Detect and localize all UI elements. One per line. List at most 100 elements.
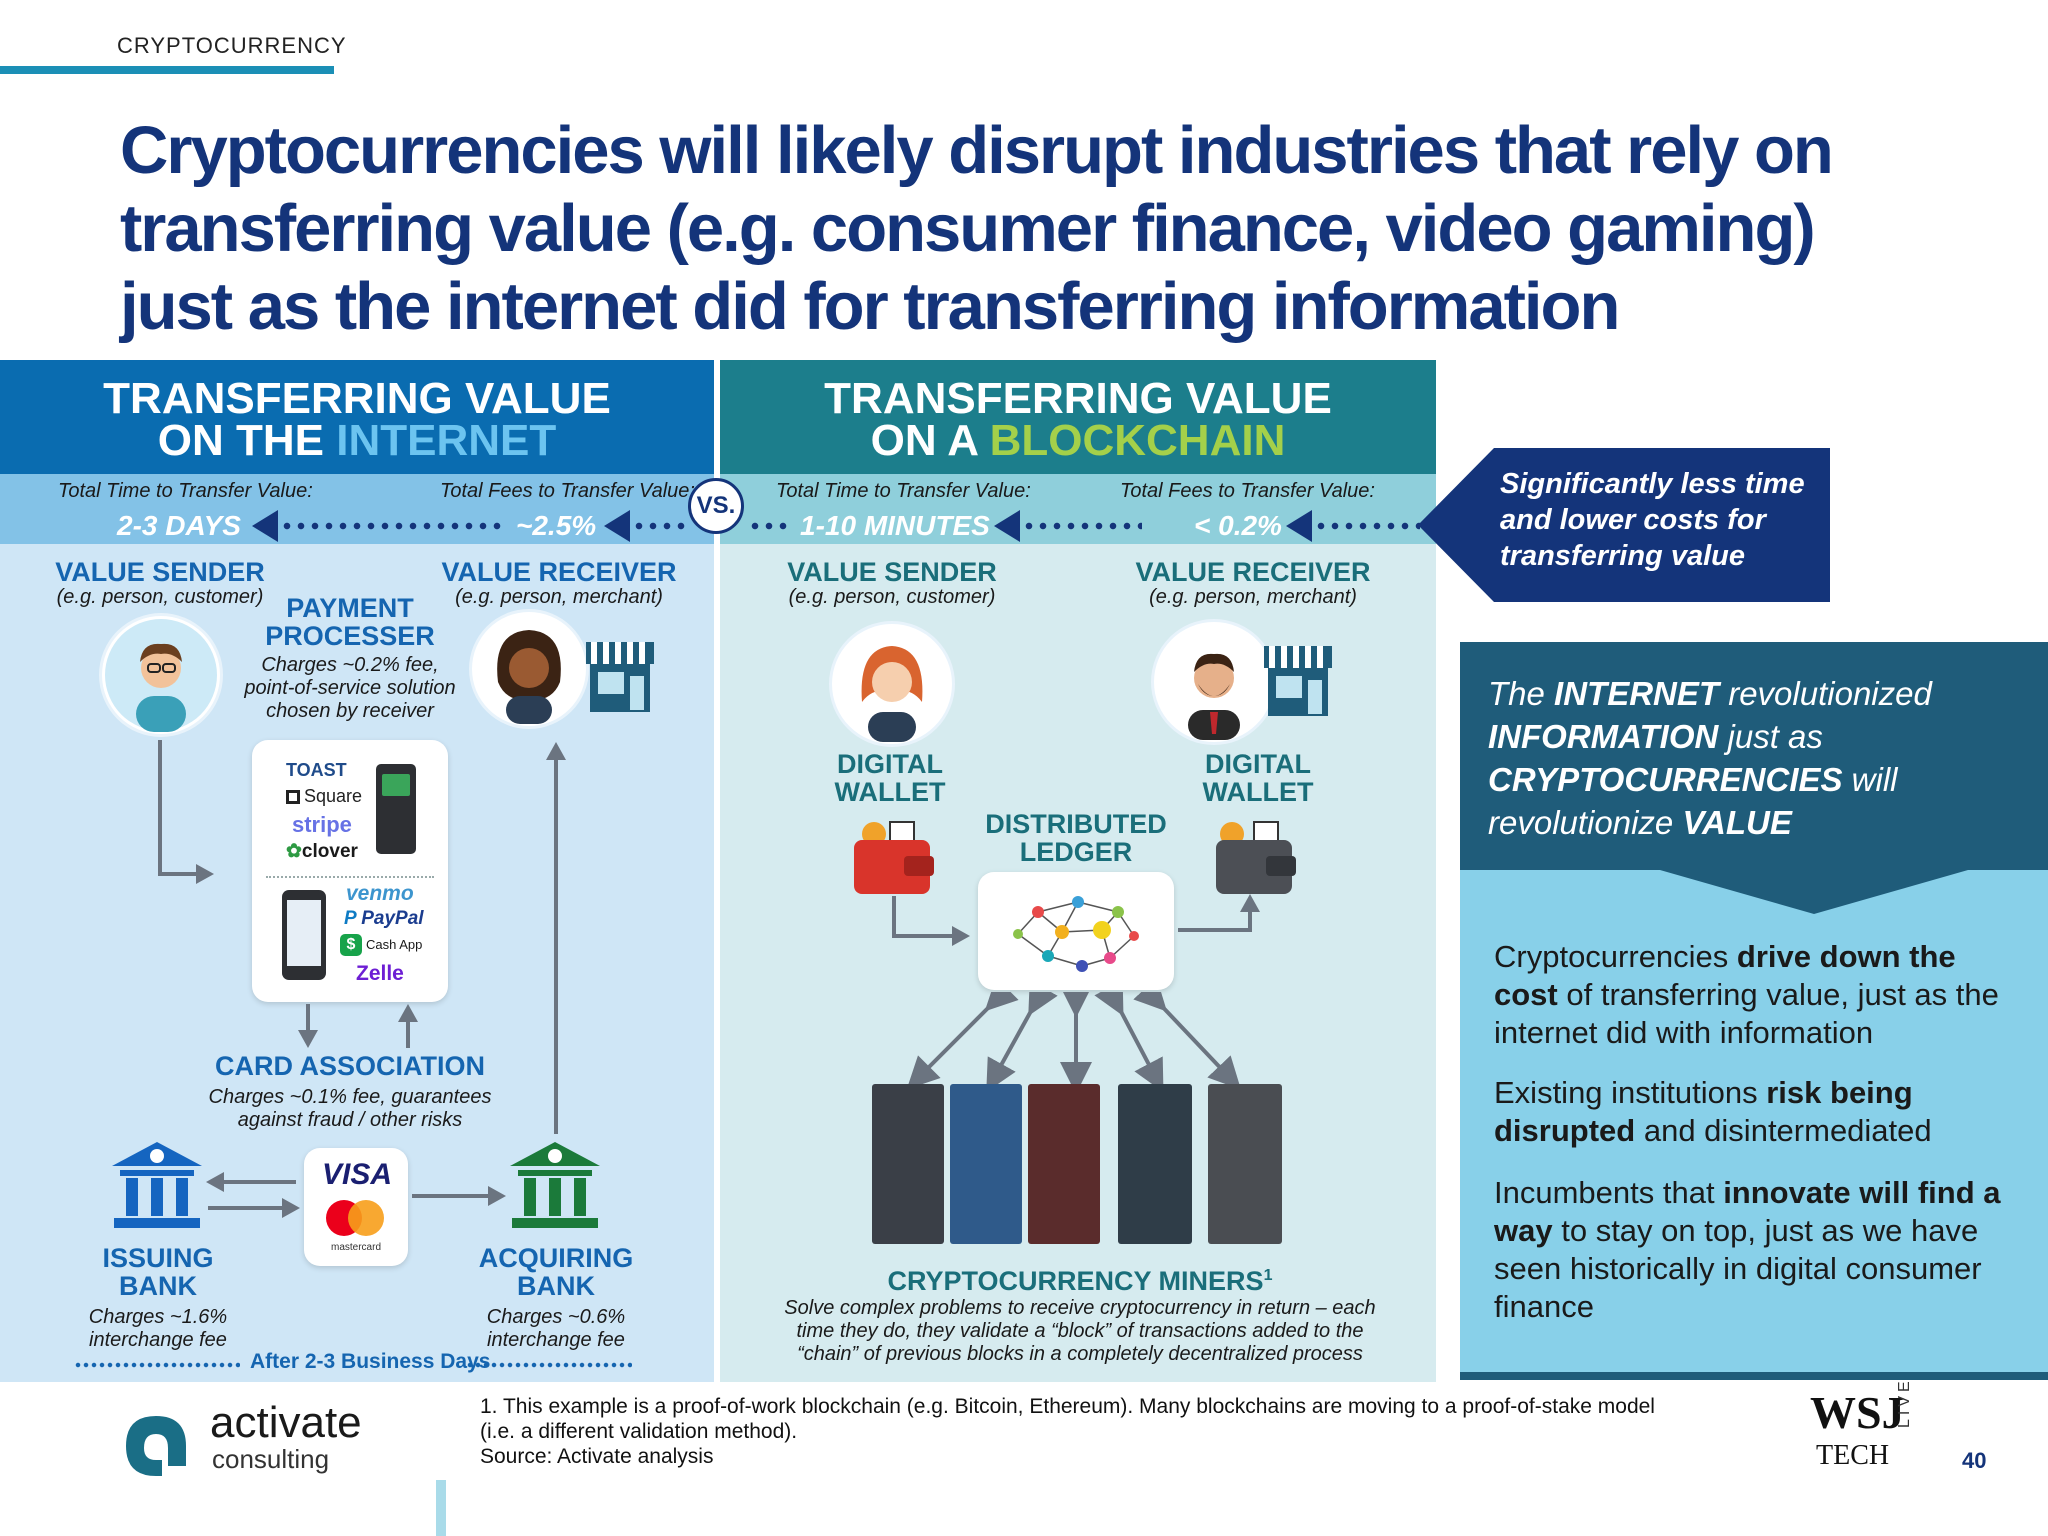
- sidebar-head-keyword: CRYPTOCURRENCIES: [1488, 761, 1843, 798]
- role-title: VALUE SENDER: [55, 557, 265, 587]
- clover-logo: ✿clover: [286, 841, 358, 862]
- page-number: 40: [1962, 1448, 1987, 1473]
- arrow-right-icon: [488, 1186, 506, 1206]
- footnote-line: 1. This example is a proof-of-work block…: [480, 1395, 1655, 1418]
- arrow-left-icon: [1286, 510, 1312, 542]
- callout-shape: [1418, 448, 1830, 602]
- bullet-text: Existing institutions: [1494, 1075, 1767, 1110]
- internet-time-value: 2-3 DAYS: [117, 510, 241, 541]
- bullet-text: Incumbents that: [1494, 1175, 1724, 1210]
- bullet-text: of transferring value, just as the inter…: [1494, 977, 1999, 1050]
- bearded-man-avatar-icon: [1154, 622, 1274, 742]
- blockchain-fees-label: Total Fees to Transfer Value:: [1120, 480, 1375, 502]
- flow-line: [554, 758, 558, 1134]
- server-rack-icon: [1118, 1084, 1192, 1244]
- distributed-ledger-label: DISTRIBUTED LEDGER: [966, 810, 1186, 866]
- dotted-connector: [632, 522, 688, 530]
- role-desc: “chain” of previous blocks in a complete…: [797, 1343, 1363, 1365]
- arrow-left-icon: [604, 510, 630, 542]
- sidebar-divider: [1460, 642, 2048, 646]
- settlement-label: After 2-3 Business Days: [250, 1350, 491, 1373]
- footnote-line: (i.e. a different validation method).: [480, 1420, 798, 1443]
- internet-title-prefix: ON THE: [157, 416, 337, 465]
- phone-icon: [282, 890, 326, 980]
- man-avatar-icon: [102, 616, 220, 734]
- server-rack-icon: [1028, 1084, 1100, 1244]
- dotted-connector: [748, 522, 790, 530]
- paypal-logo: P PayPal: [344, 908, 424, 929]
- sidebar-head-part: just as: [1718, 718, 1823, 755]
- sidebar-divider: [1460, 1372, 2048, 1380]
- visa-logo: VISA: [322, 1158, 393, 1191]
- role-title: ISSUING: [102, 1243, 214, 1273]
- miner-connections: [906, 992, 1242, 1092]
- sidebar-bullet: Incumbents that innovate will find a way…: [1494, 1174, 2014, 1326]
- blockchain-title-prefix: ON A: [870, 416, 990, 465]
- role-desc: against fraud / other risks: [237, 1109, 463, 1131]
- sidebar-body: [1460, 870, 2048, 1372]
- bullet-text: Cryptocurrencies: [1494, 939, 1737, 974]
- sidebar-header-text: The INTERNET revolutionized INFORMATION …: [1488, 672, 2028, 844]
- arrow-left-icon: [206, 1172, 224, 1192]
- card-association: CARD ASSOCIATION Charges ~0.1% fee, guar…: [200, 1052, 500, 1132]
- paypal-logo-text: PayPal: [361, 908, 424, 929]
- arrow-up-icon: [546, 742, 566, 760]
- sidebar-head-keyword: INFORMATION: [1488, 718, 1719, 755]
- bullet-emphasis: drive down the cost: [1494, 939, 1956, 1012]
- server-rack-icon: [872, 1084, 944, 1244]
- role-desc: interchange fee: [89, 1329, 227, 1351]
- venmo-logo: venmo: [346, 882, 414, 905]
- sidebar-notch: [1660, 870, 1968, 914]
- brand-subname: consulting: [212, 1444, 330, 1474]
- sidebar-head-part: The: [1488, 675, 1555, 712]
- role-title: BANK: [517, 1271, 595, 1301]
- woman-avatar-icon: [832, 624, 952, 744]
- blockchain-sender: VALUE SENDER (e.g. person, customer): [772, 558, 1012, 609]
- bullet-text: and disintermediated: [1635, 1113, 1932, 1148]
- dotted-connector: [280, 522, 502, 530]
- role-desc: time they do, they validate a “block” of…: [796, 1320, 1364, 1342]
- acquiring-bank: ACQUIRING BANK Charges ~0.6% interchange…: [458, 1244, 654, 1352]
- payment-processor-logos: TOAST Square stripe ✿clover venmo P PayP…: [252, 740, 448, 1002]
- flow-line: [892, 896, 896, 938]
- receiver-wallet-label: DIGITAL WALLET: [1178, 750, 1338, 806]
- sidebar-head-part: revolutionized: [1719, 675, 1932, 712]
- role-desc: Charges ~0.2% fee,: [261, 654, 439, 676]
- card-network-logos: VISA mastercard: [304, 1148, 408, 1266]
- cashapp-logo-text: Cash App: [366, 937, 423, 952]
- role-subtitle: (e.g. person, customer): [56, 586, 264, 608]
- cashapp-logo: $ Cash App: [340, 934, 422, 956]
- sidebar-head-keyword: VALUE: [1682, 804, 1792, 841]
- ledger-label-line: DISTRIBUTED: [985, 809, 1167, 839]
- square-logo: Square: [286, 786, 362, 807]
- server-rack-icon: [1208, 1084, 1282, 1244]
- flow-line: [892, 934, 952, 938]
- blockchain-title-line2: ON A BLOCKCHAIN: [720, 419, 1436, 463]
- arrow-right-icon: [196, 864, 214, 884]
- footnote-marker: 1: [1263, 1267, 1273, 1284]
- role-title: VALUE RECEIVER: [441, 557, 677, 587]
- blockchain-panel-header: TRANSFERRING VALUE ON A BLOCKCHAIN: [720, 360, 1436, 474]
- flow-line: [412, 1194, 490, 1198]
- vs-badge: VS.: [688, 478, 744, 534]
- role-desc: Charges ~0.1% fee, guarantees: [208, 1086, 492, 1108]
- brand-name: activate: [210, 1398, 362, 1447]
- internet-title-line1: TRANSFERRING VALUE: [103, 374, 611, 423]
- dotted-connector: [1314, 522, 1420, 530]
- arrow-left-icon: [994, 510, 1020, 542]
- blockchain-fees-value: < 0.2%: [1194, 510, 1282, 541]
- blockchain-metrics-band: [720, 474, 1436, 544]
- wallet-label-line: DIGITAL: [1205, 749, 1311, 779]
- dotted-connector: [74, 1362, 240, 1368]
- role-title: PROCESSER: [265, 621, 435, 651]
- role-desc: point-of-service solution: [244, 677, 456, 699]
- distributed-ledger-card: [978, 872, 1174, 990]
- mastercard-circle-icon: [348, 1200, 384, 1236]
- blockchain-receiver: VALUE RECEIVER (e.g. person, merchant): [1128, 558, 1378, 609]
- bullet-emphasis: risk being disrupted: [1494, 1075, 1913, 1148]
- role-title: VALUE RECEIVER: [1135, 557, 1371, 587]
- blockchain-title-line1: TRANSFERRING VALUE: [824, 374, 1332, 423]
- flow-line: [306, 1004, 310, 1032]
- role-subtitle: (e.g. person, customer): [788, 586, 996, 608]
- section-underline: [0, 66, 334, 74]
